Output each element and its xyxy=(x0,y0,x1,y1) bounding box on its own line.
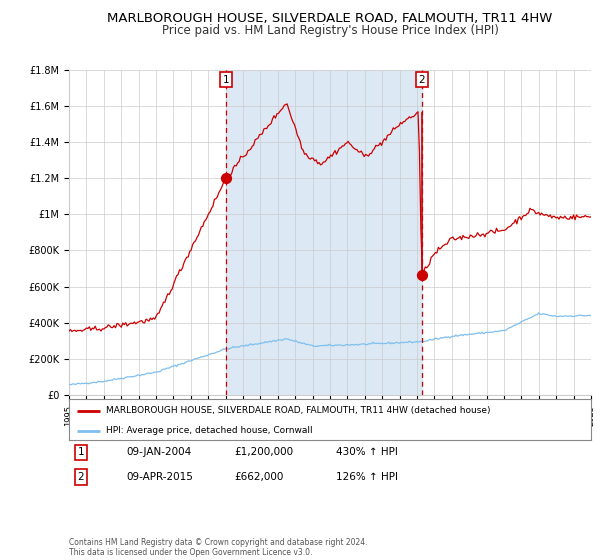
Text: 2: 2 xyxy=(418,75,425,85)
Text: 1: 1 xyxy=(223,75,229,85)
Point xyxy=(417,271,427,280)
Text: Price paid vs. HM Land Registry's House Price Index (HPI): Price paid vs. HM Land Registry's House … xyxy=(161,24,499,36)
Text: Contains HM Land Registry data © Crown copyright and database right 2024.
This d: Contains HM Land Registry data © Crown c… xyxy=(69,538,367,557)
Text: £662,000: £662,000 xyxy=(234,472,283,482)
Text: HPI: Average price, detached house, Cornwall: HPI: Average price, detached house, Corn… xyxy=(106,426,312,435)
Text: 126% ↑ HPI: 126% ↑ HPI xyxy=(336,472,398,482)
Text: 430% ↑ HPI: 430% ↑ HPI xyxy=(336,447,398,458)
Text: £1,200,000: £1,200,000 xyxy=(234,447,293,458)
Text: MARLBOROUGH HOUSE, SILVERDALE ROAD, FALMOUTH, TR11 4HW: MARLBOROUGH HOUSE, SILVERDALE ROAD, FALM… xyxy=(107,12,553,25)
Text: 09-JAN-2004: 09-JAN-2004 xyxy=(126,447,191,458)
Point xyxy=(221,174,231,183)
Text: MARLBOROUGH HOUSE, SILVERDALE ROAD, FALMOUTH, TR11 4HW (detached house): MARLBOROUGH HOUSE, SILVERDALE ROAD, FALM… xyxy=(106,406,490,415)
Text: 09-APR-2015: 09-APR-2015 xyxy=(126,472,193,482)
Bar xyxy=(226,70,422,395)
Text: 2: 2 xyxy=(77,472,85,482)
Text: 1: 1 xyxy=(77,447,85,458)
